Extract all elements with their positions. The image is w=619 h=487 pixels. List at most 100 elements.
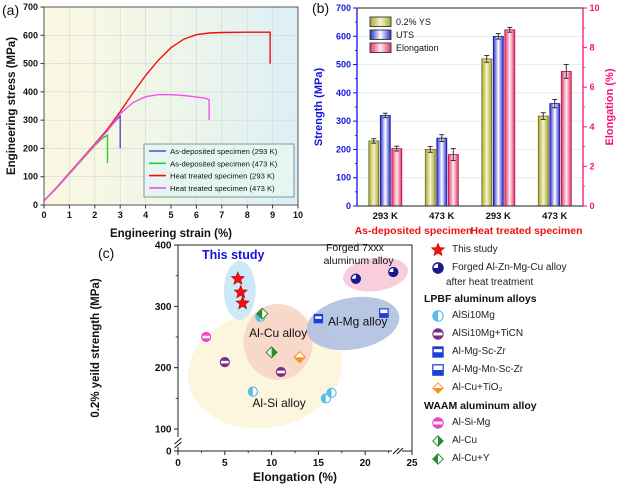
stress-strain-plot: 0 1 2 3 4 5 6 7 8 9 100100200300400500600700Engine… <box>6 2 303 240</box>
svg-text:0: 0 <box>175 458 181 469</box>
legend-item: Al-Mg-Sc-Zr <box>430 346 618 359</box>
bar <box>379 115 391 207</box>
svg-text:600: 600 <box>23 30 38 40</box>
al-cu-region <box>243 303 313 380</box>
legend-entry: UTS <box>396 30 414 40</box>
legend-entry: Elongation <box>396 43 439 53</box>
panel-b-label: (b) <box>312 0 330 16</box>
bar <box>368 140 380 207</box>
svg-text:0: 0 <box>346 201 351 211</box>
svg-text:300: 300 <box>23 115 38 125</box>
svg-text:4: 4 <box>143 210 148 220</box>
circle-navy-icon <box>432 262 444 274</box>
al-mg-region <box>306 296 400 351</box>
bar <box>436 137 448 207</box>
svg-text:3: 3 <box>118 210 123 220</box>
svg-text:0: 0 <box>33 200 38 210</box>
legend-item: Al-Cu+Y <box>430 453 618 466</box>
region-label: Forged 7xxx <box>326 242 385 254</box>
legend-item-label: Al-Si-Mg <box>452 417 491 428</box>
bar <box>537 115 549 207</box>
svg-text:400: 400 <box>155 241 172 252</box>
bar <box>492 35 504 207</box>
legend-item-label: Al-Cu <box>452 435 478 446</box>
star-marker <box>230 271 246 285</box>
svg-text:10: 10 <box>266 458 278 469</box>
region-label: aluminum alloy <box>324 255 395 267</box>
circle-band-icon <box>432 417 444 429</box>
legend-item: Al-Cu+TiO₂ <box>430 382 618 395</box>
svg-text:500: 500 <box>23 59 38 69</box>
x-axis-label: Elongation (%) <box>253 470 337 484</box>
bar <box>391 148 403 207</box>
bar <box>424 148 436 207</box>
svg-text:1: 1 <box>67 210 72 220</box>
legend-item-label: Al-Mg-Sc-Zr <box>452 346 506 357</box>
legend-item-label: This study <box>452 244 498 255</box>
group-label: As-deposited specimen <box>355 225 473 237</box>
legend-box <box>143 143 295 198</box>
svg-text:5: 5 <box>168 210 173 220</box>
bar <box>447 154 459 207</box>
bar <box>560 71 572 207</box>
svg-text:200: 200 <box>336 144 351 154</box>
svg-text:700: 700 <box>23 2 38 12</box>
diamond-half-icon <box>432 435 444 447</box>
scatter-plot: 0 5 10 15 20 25 0 100 200 300 400 This study Forged … <box>90 241 418 485</box>
svg-text:10: 10 <box>293 210 303 220</box>
bar-plot: 0 100 200 300 400 500 600 700 0 2 4 6 8 10 293 K 473 K 2… <box>313 3 616 237</box>
svg-text:100: 100 <box>336 173 351 183</box>
category-label: 293 K <box>373 211 398 222</box>
x-axis-label: Engineering strain (%) <box>110 228 232 240</box>
svg-text:8: 8 <box>245 210 250 220</box>
svg-text:400: 400 <box>23 87 38 97</box>
panel-a-label: (a) <box>2 2 20 18</box>
yield-strength-elongation-scatter: 0 5 10 15 20 25 0 100 200 300 400 This study Forged … <box>86 241 428 487</box>
svg-text:2: 2 <box>590 161 595 171</box>
legend-entry: Heat treated specimen (293 K) <box>170 172 275 181</box>
svg-text:25: 25 <box>406 458 418 469</box>
region-label: Al-Cu alloy <box>249 326 307 340</box>
svg-text:2: 2 <box>92 210 97 220</box>
svg-text:4: 4 <box>590 122 595 132</box>
svg-text:6: 6 <box>590 82 595 92</box>
svg-text:300: 300 <box>336 116 351 126</box>
svg-text:100: 100 <box>155 425 172 436</box>
svg-text:20: 20 <box>360 458 372 469</box>
legend-item: AlSi10Mg <box>430 310 618 323</box>
category-label: 473 K <box>429 211 454 222</box>
legend-section-header: LPBF aluminum alloys <box>424 293 537 305</box>
svg-text:600: 600 <box>336 31 351 41</box>
legend-item: This study <box>430 243 618 257</box>
legend-item-label: Al-Mg-Mn-Sc-Zr <box>452 364 524 375</box>
bar <box>549 103 561 207</box>
svg-text:7: 7 <box>219 210 224 220</box>
star-icon <box>430 243 446 257</box>
legend-item: AlSi10Mg+TiCN <box>430 328 618 341</box>
y-axis-label: Engineering stress (MPa) <box>6 37 18 175</box>
diamond-half2-icon <box>432 453 444 465</box>
right-axis-label: Elongation (%) <box>604 68 616 145</box>
square-band2-icon <box>432 364 444 376</box>
legend-entry: Heat treated specimen (473 K) <box>170 184 275 193</box>
legend-item: Al-Cu <box>430 435 618 448</box>
legend-entry: As-deposited specimen (293 K) <box>170 147 278 156</box>
square-band-icon <box>432 346 444 358</box>
legend-item: Al-Mg-Mn-Sc-Zr <box>430 364 618 377</box>
svg-text:100: 100 <box>23 172 38 182</box>
group-label: Heat treated specimen <box>470 225 582 237</box>
y-axis-label: 0.2% yeild strength (MPa) <box>90 278 102 417</box>
star-marker <box>233 284 248 299</box>
svg-text:8: 8 <box>590 43 595 53</box>
diamond-half-h-icon <box>432 382 444 394</box>
region-label: Al-Si alloy <box>252 396 305 410</box>
circle-band-icon <box>432 328 444 340</box>
legend-item: Al-Si-Mg <box>430 417 618 430</box>
region-label: Al-Mg alloy <box>328 314 387 328</box>
legend-item-label-line2: after heat treatment <box>446 277 534 288</box>
svg-text:5: 5 <box>222 458 228 469</box>
stress-strain-chart: 0 1 2 3 4 5 6 7 8 9 10 0 100 200 300 400 500 600 700 Engine… <box>4 2 306 242</box>
star-marker <box>430 243 446 257</box>
legend-item-label: Al-Cu+Y <box>452 453 490 464</box>
